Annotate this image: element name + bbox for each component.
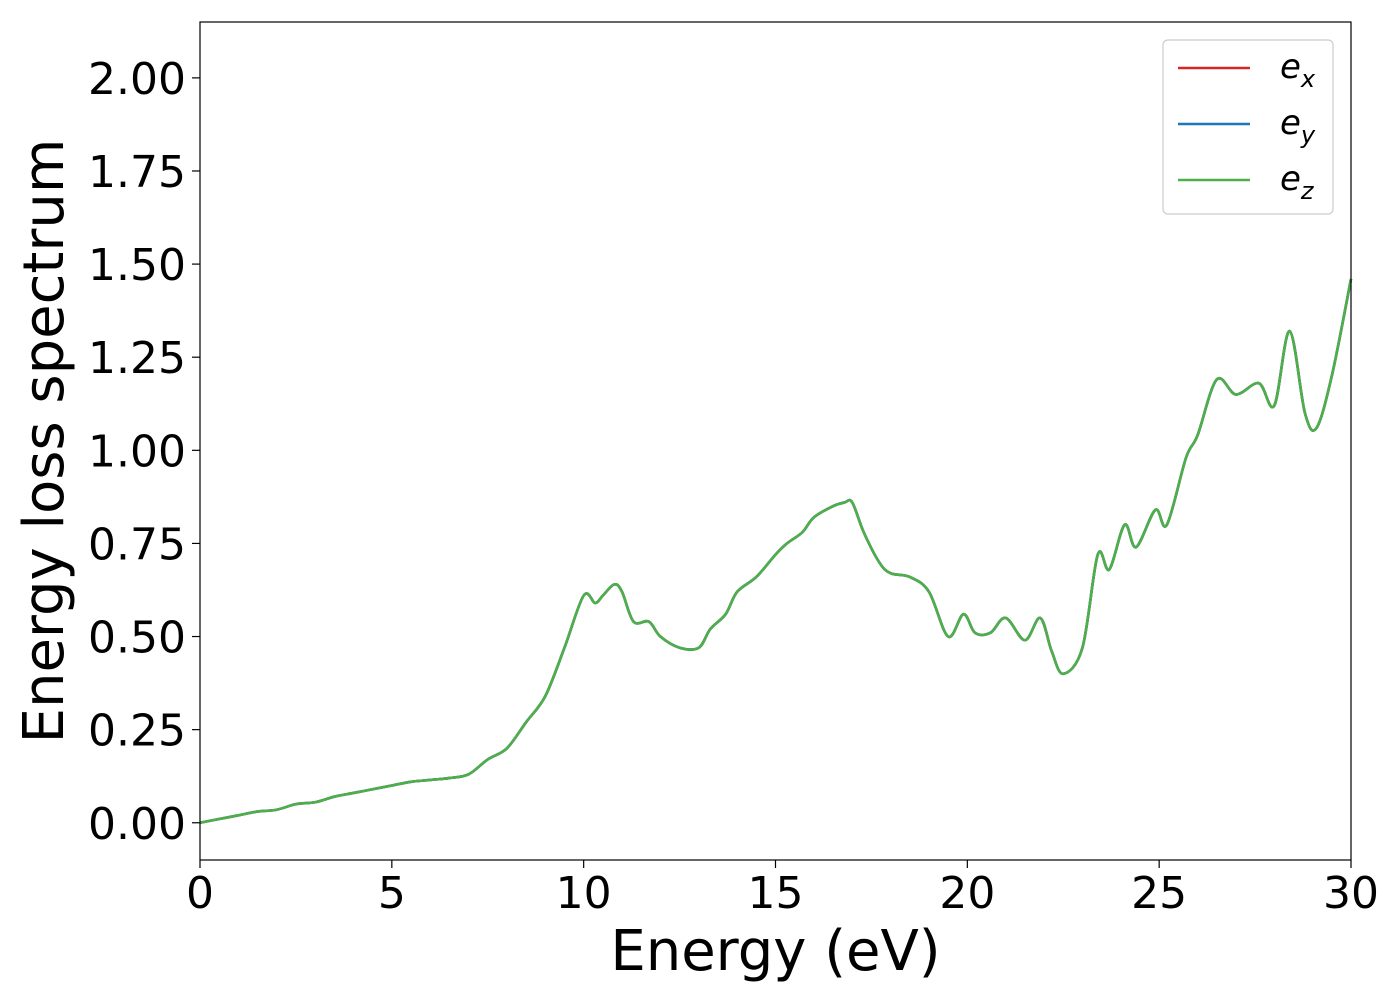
series-layer — [199, 278, 1353, 825]
x-tick-label: 30 — [1323, 868, 1379, 919]
y-tick-label: 0.50 — [88, 613, 186, 664]
y-tick-label: 0.75 — [88, 519, 186, 570]
y-axis-label: Energy loss spectrum — [12, 139, 77, 744]
legend-label-e-x: ex — [1280, 47, 1316, 93]
y-tick-label: 0.25 — [88, 706, 186, 757]
x-tick-label: 15 — [748, 868, 804, 919]
y-tick-label: 2.00 — [88, 54, 186, 105]
x-axis: 0 5 10 15 20 25 30 — [186, 860, 1379, 919]
series-line-e-z — [199, 278, 1353, 825]
legend-box — [1162, 39, 1334, 215]
x-tick-label: 10 — [556, 868, 612, 919]
legend-label-e-y: ey — [1280, 103, 1316, 149]
legend-label-e-z: ez — [1280, 159, 1315, 205]
y-axis: 0.00 0.25 0.50 0.75 1.00 1.25 1.50 1.75 2.00 — [88, 54, 200, 850]
x-tick-label: 5 — [378, 868, 406, 919]
y-tick-label: 1.50 — [88, 240, 186, 291]
x-axis-label: Energy (eV) — [610, 919, 940, 984]
x-tick-label: 25 — [1131, 868, 1187, 919]
x-tick-label: 0 — [186, 868, 214, 919]
y-tick-label: 1.25 — [88, 333, 186, 384]
y-tick-label: 1.75 — [88, 147, 186, 198]
y-tick-label: 1.00 — [88, 426, 186, 477]
legend: ex ey ez — [1162, 39, 1334, 215]
x-tick-label: 20 — [939, 868, 995, 919]
y-tick-label: 0.00 — [88, 799, 186, 850]
